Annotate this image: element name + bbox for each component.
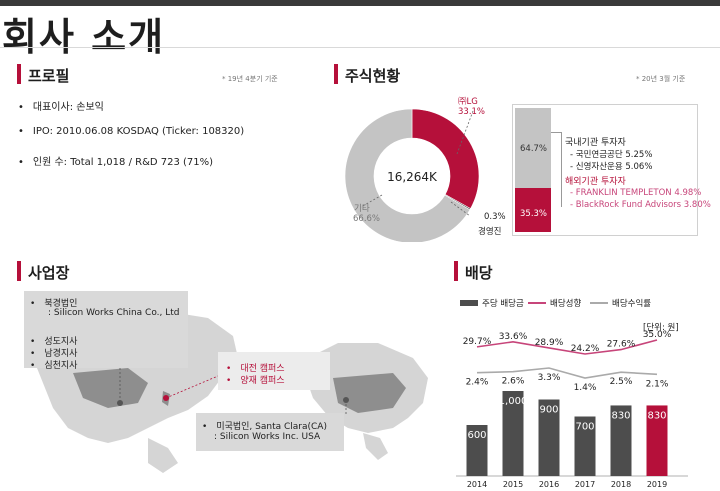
central-america-landmass (363, 433, 388, 460)
title-divider (0, 47, 720, 48)
holdings-bar-institutional (515, 188, 551, 232)
page-title: 회사 소개 (2, 15, 166, 59)
dividend-yield-label: 2.6% (502, 377, 525, 387)
donut-slice-lg (411, 108, 480, 210)
profile-note: * 19년 4분기 기준 (222, 75, 278, 83)
profile-item-ipo: IPO: 2010.06.08 KOSDAQ (Ticker: 108320) (18, 126, 244, 137)
southeast-asia-landmass (148, 438, 178, 473)
holdings-bar-others (515, 108, 551, 188)
bar-2017 (574, 416, 596, 476)
dividend-yield-label: 1.4% (574, 383, 597, 393)
bar-2015 (502, 391, 524, 476)
bar-value-label: 830 (611, 410, 630, 421)
business-section-marker (17, 261, 21, 281)
x-tick-label: 2016 (539, 480, 559, 489)
legend-swatch-payout (528, 302, 546, 304)
bar-value-label: 830 (647, 410, 666, 421)
shareholders-note: * 20년 3월 기준 (636, 75, 686, 83)
payout-ratio-label: 27.6% (607, 340, 636, 350)
dividend-section-marker (454, 261, 458, 281)
x-tick-label: 2017 (575, 480, 595, 489)
dividend-chart: 600 2014 1,000 2015 900 2016 700 2017 830 2018 830… (456, 330, 688, 489)
china-shape (73, 368, 148, 408)
china-office-item-4: 남경지사 (30, 346, 77, 359)
institutional-holdings-box (512, 104, 698, 236)
bracket-side (561, 132, 562, 207)
bar-value-label: 1,000 (499, 396, 528, 407)
shareholders-section-title: 주식현황 (345, 67, 401, 85)
bar-value-label: 900 (539, 405, 558, 416)
donut-total-label: 16,264K (387, 170, 438, 184)
bar-value-label: 600 (467, 430, 486, 441)
x-tick-label: 2019 (647, 480, 667, 489)
korea-campus-item-2: 양재 캠퍼스 (226, 373, 284, 386)
bracket-top (551, 132, 561, 133)
payout-ratio-line (476, 339, 658, 355)
donut-slice-others (344, 108, 471, 242)
bar-2019 (646, 405, 668, 476)
bar-2018 (610, 405, 632, 476)
korea-leader-line (165, 375, 219, 399)
holdings-bar-others-label: 64.7% (520, 144, 548, 154)
china-marker (117, 400, 123, 406)
payout-ratio-label: 33.6% (499, 332, 528, 342)
legend-label-payout: 배당성향 (550, 299, 582, 309)
dividend-yield-label: 2.1% (646, 379, 669, 389)
profile-section-marker (17, 64, 21, 84)
profile-item-headcount: 인원 수: Total 1,018 / R&D 723 (71%) (18, 153, 213, 168)
korea-marker (163, 395, 169, 401)
legend-swatch-yield (590, 302, 608, 304)
legend-label-yield: 배당수익률 (612, 299, 652, 309)
bar-2016 (538, 399, 560, 476)
payout-ratio-label: 28.9% (535, 338, 564, 348)
china-office-item-3: 성도지사 (30, 334, 77, 347)
legend-label-dividend: 주당 배당금 (482, 299, 524, 309)
dividend-yield-label: 2.5% (610, 377, 633, 387)
dividend-yield-label: 2.4% (466, 378, 489, 388)
x-tick-label: 2018 (611, 480, 631, 489)
domestic-investor-title: 국내기관 투자자 (565, 138, 626, 148)
payout-ratio-label: 24.2% (571, 344, 600, 354)
china-office-item-1: 북경법인 (30, 296, 77, 309)
profile-item-ceo: 대표이사: 손보익 (18, 98, 104, 113)
china-office-item-5: 심천지사 (30, 358, 77, 371)
legend-swatch-dividend (460, 300, 478, 306)
shareholder-donut-chart: 16,264K (344, 108, 480, 242)
bar-2014 (466, 425, 488, 476)
dividend-yield-label: 3.3% (538, 373, 561, 383)
chart-unit-label: [단위: 원] (643, 323, 679, 333)
slice-label-management-name: 경영진 (478, 227, 502, 237)
profile-section-title: 프로필 (28, 67, 70, 85)
slice-label-lg-name: ㈜LG (458, 97, 478, 107)
slice-label-lg-pct: 33.1% (458, 107, 486, 117)
foreign-investor-item-2: - BlackRock Fund Advisors 3.80% (570, 200, 711, 210)
foreign-investor-title: 해외기관 투자자 (565, 177, 626, 187)
domestic-investor-item-1: - 국민연금공단 5.25% (570, 150, 653, 160)
korea-campus-item-1: 대전 캠퍼스 (226, 361, 284, 374)
dividend-yield-line (476, 367, 658, 379)
x-tick-label: 2014 (467, 480, 487, 489)
foreign-investor-item-1: - FRANKLIN TEMPLETON 4.98% (570, 188, 702, 198)
business-section-title: 사업장 (28, 264, 70, 282)
bar-value-label: 700 (575, 422, 594, 433)
payout-ratio-label: 29.7% (463, 337, 492, 347)
slice-label-others-name: 기타 (354, 204, 370, 214)
payout-ratio-label: 35.0% (643, 330, 672, 340)
domestic-investor-item-2: - 신영자산운용 5.06% (570, 162, 653, 172)
shareholders-section-marker (334, 64, 338, 84)
slice-label-management-pct: 0.3% (484, 212, 506, 222)
x-tick-label: 2015 (503, 480, 523, 489)
dividend-section-title: 배당 (465, 264, 493, 282)
usa-office-item-1: 미국법인, Santa Clara(CA) (202, 419, 327, 432)
holdings-bar-institutional-label: 35.3% (520, 209, 548, 219)
others-leader-line (360, 194, 383, 208)
slice-label-others-pct: 66.6% (353, 214, 381, 224)
usa-marker (343, 397, 349, 403)
usa-shape (333, 373, 406, 413)
top-bar (0, 0, 720, 6)
china-office-item-2: : Silicon Works China Co., Ltd (48, 308, 180, 318)
usa-office-item-2: : Silicon Works Inc. USA (214, 432, 321, 442)
